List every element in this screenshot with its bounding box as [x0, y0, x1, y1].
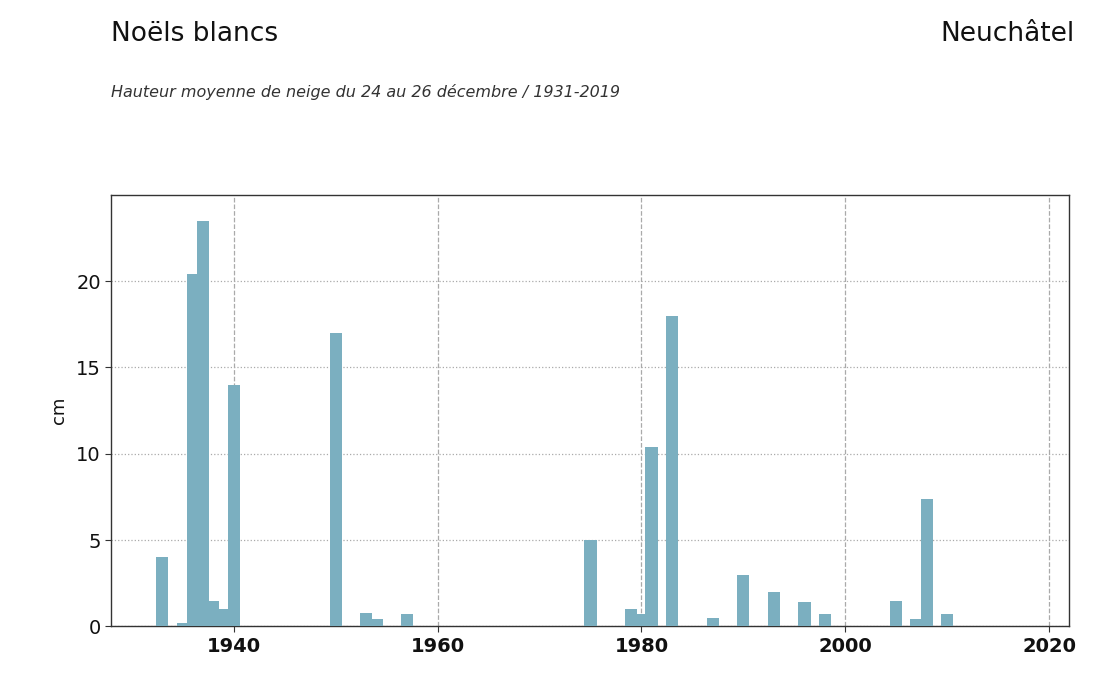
Bar	[635, 615, 647, 626]
Bar	[910, 619, 922, 626]
Bar	[706, 618, 719, 626]
Bar	[187, 274, 199, 626]
Bar	[666, 316, 678, 626]
Bar	[360, 612, 372, 626]
Text: Noëls blancs: Noëls blancs	[111, 21, 278, 47]
Bar	[819, 615, 831, 626]
Bar	[799, 602, 811, 626]
Bar	[156, 557, 168, 626]
Bar	[941, 615, 954, 626]
Text: Hauteur moyenne de neige du 24 au 26 décembre / 1931-2019: Hauteur moyenne de neige du 24 au 26 déc…	[111, 84, 620, 100]
Bar	[227, 385, 240, 626]
Bar	[625, 609, 637, 626]
Bar	[177, 623, 189, 626]
Bar	[645, 447, 657, 626]
Y-axis label: cm: cm	[50, 397, 68, 425]
Bar	[401, 615, 413, 626]
Bar	[330, 333, 342, 626]
Bar	[207, 601, 219, 626]
Bar	[585, 540, 596, 626]
Bar	[768, 592, 780, 626]
Bar	[920, 498, 932, 626]
Bar	[197, 221, 209, 626]
Text: Neuchâtel: Neuchâtel	[940, 21, 1075, 47]
Bar	[737, 575, 750, 626]
Bar	[890, 601, 902, 626]
Bar	[217, 609, 229, 626]
Bar	[370, 619, 382, 626]
